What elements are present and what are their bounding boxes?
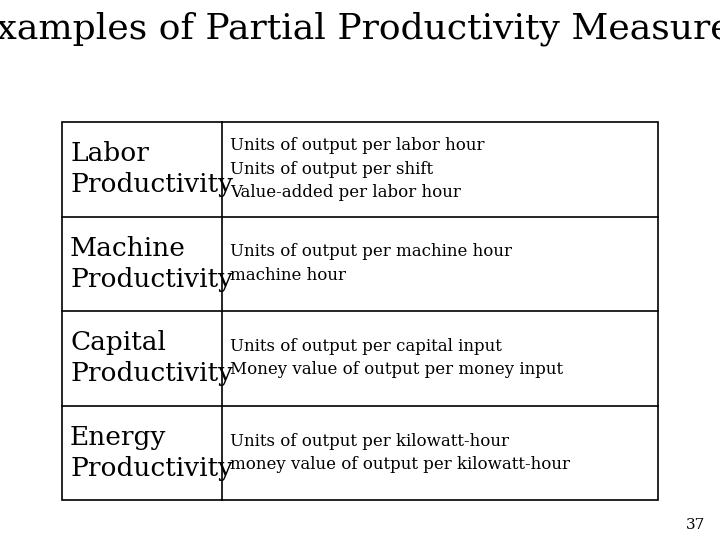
Text: Machine
Productivity: Machine Productivity	[70, 236, 233, 292]
Text: Labor
Productivity: Labor Productivity	[70, 141, 233, 197]
Text: Units of output per labor hour
Units of output per shift
Value-added per labor h: Units of output per labor hour Units of …	[230, 137, 485, 201]
Text: Units of output per machine hour
machine hour: Units of output per machine hour machine…	[230, 244, 512, 284]
Bar	[62, 122, 658, 500]
Text: Units of output per capital input
Money value of output per money input: Units of output per capital input Money …	[230, 338, 563, 379]
Text: 37: 37	[685, 518, 705, 532]
Text: Examples of Partial Productivity Measures: Examples of Partial Productivity Measure…	[0, 12, 720, 46]
Text: Energy
Productivity: Energy Productivity	[70, 425, 233, 481]
Text: Units of output per kilowatt-hour
money value of output per kilowatt-hour: Units of output per kilowatt-hour money …	[230, 433, 570, 473]
Text: Capital
Productivity: Capital Productivity	[70, 330, 233, 386]
